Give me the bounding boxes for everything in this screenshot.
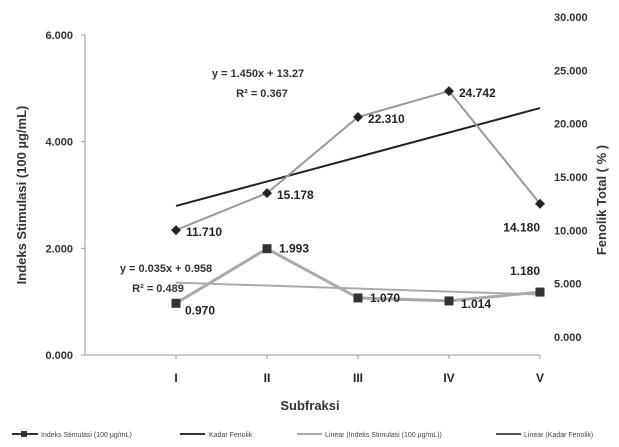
right-tick-label: 15.000 bbox=[554, 172, 588, 184]
right-tick-label: 0.000 bbox=[554, 332, 582, 344]
right-axis-title: Fenolik Total ( % ) bbox=[594, 145, 609, 255]
data-label-kadar-fenolik: 24.742 bbox=[459, 86, 496, 100]
data-label-indeks-stimulasi: 1.070 bbox=[370, 291, 400, 305]
legend-label-linear-kadar-fenolik: Linear (Kadar Fenolik) bbox=[524, 432, 593, 439]
marker-kadar-fenolik bbox=[444, 86, 454, 97]
trendline-r2-indeks-stimulasi: R² = 0.489 bbox=[132, 283, 184, 295]
data-label-kadar-fenolik: 14.180 bbox=[503, 221, 540, 235]
trendline-kadar-fenolik bbox=[175, 107, 541, 207]
marker-indeks-stimulasi bbox=[444, 296, 454, 306]
right-tick-label: 30.000 bbox=[554, 12, 588, 24]
left-tick-label: 2.000 bbox=[45, 243, 73, 255]
data-label-indeks-stimulasi: 1.993 bbox=[279, 242, 309, 256]
legend-label-linear-indeks-stimulasi: Linear (Indeks Stimulasi (100 µg/mL)) bbox=[325, 432, 442, 439]
marker-indeks-stimulasi bbox=[171, 298, 181, 308]
data-label-kadar-fenolik: 15.178 bbox=[277, 188, 314, 202]
data-label-indeks-stimulasi: 0.970 bbox=[185, 303, 215, 317]
x-axis-title: Subfraksi bbox=[280, 398, 339, 413]
legend-label-kadar-fenolik: Kadar Fenolik bbox=[209, 432, 253, 439]
marker-kadar-fenolik bbox=[171, 225, 181, 236]
x-tick-label: I bbox=[174, 371, 177, 385]
marker-indeks-stimulasi bbox=[535, 287, 545, 297]
trendline-r2-kadar-fenolik: R² = 0.367 bbox=[236, 88, 288, 100]
trendline-equation-kadar-fenolik: y = 1.450x + 13.27 bbox=[212, 68, 304, 80]
marker-indeks-stimulasi bbox=[262, 244, 272, 254]
left-tick-label: 0.000 bbox=[45, 350, 73, 362]
marker-kadar-fenolik bbox=[535, 198, 545, 209]
trendline-equation-indeks-stimulasi: y = 0.035x + 0.958 bbox=[120, 263, 212, 275]
left-tick-label: 4.000 bbox=[45, 137, 73, 149]
x-tick-label: V bbox=[536, 371, 544, 385]
marker-kadar-fenolik bbox=[262, 188, 272, 199]
left-tick-label: 6.000 bbox=[45, 30, 73, 42]
x-tick-label: IV bbox=[443, 371, 454, 385]
left-axis-title: Indeks Stimulasi (100 µg/mL) bbox=[14, 106, 29, 285]
right-tick-label: 10.000 bbox=[554, 225, 588, 237]
trendline-indeks-stimulasi bbox=[175, 281, 541, 296]
data-label-indeks-stimulasi: 1.014 bbox=[461, 297, 491, 311]
series-line-kadar-fenolik bbox=[175, 89, 541, 232]
marker-indeks-stimulasi bbox=[353, 293, 363, 303]
data-label-indeks-stimulasi: 1.180 bbox=[510, 264, 540, 278]
marker-kadar-fenolik bbox=[353, 112, 363, 123]
data-label-kadar-fenolik: 22.310 bbox=[368, 112, 405, 126]
right-tick-label: 20.000 bbox=[554, 119, 588, 131]
legend-label-indeks-stimulasi: Indeks Stimulasi (100 µg/mL) bbox=[41, 432, 132, 439]
right-tick-label: 5.000 bbox=[554, 279, 582, 291]
data-label-kadar-fenolik: 11.710 bbox=[186, 225, 222, 239]
right-tick-label: 25.000 bbox=[554, 65, 588, 77]
legend-marker-indeks-stimulasi bbox=[21, 431, 27, 437]
x-tick-label: II bbox=[264, 371, 271, 385]
x-tick-label: III bbox=[353, 371, 363, 385]
